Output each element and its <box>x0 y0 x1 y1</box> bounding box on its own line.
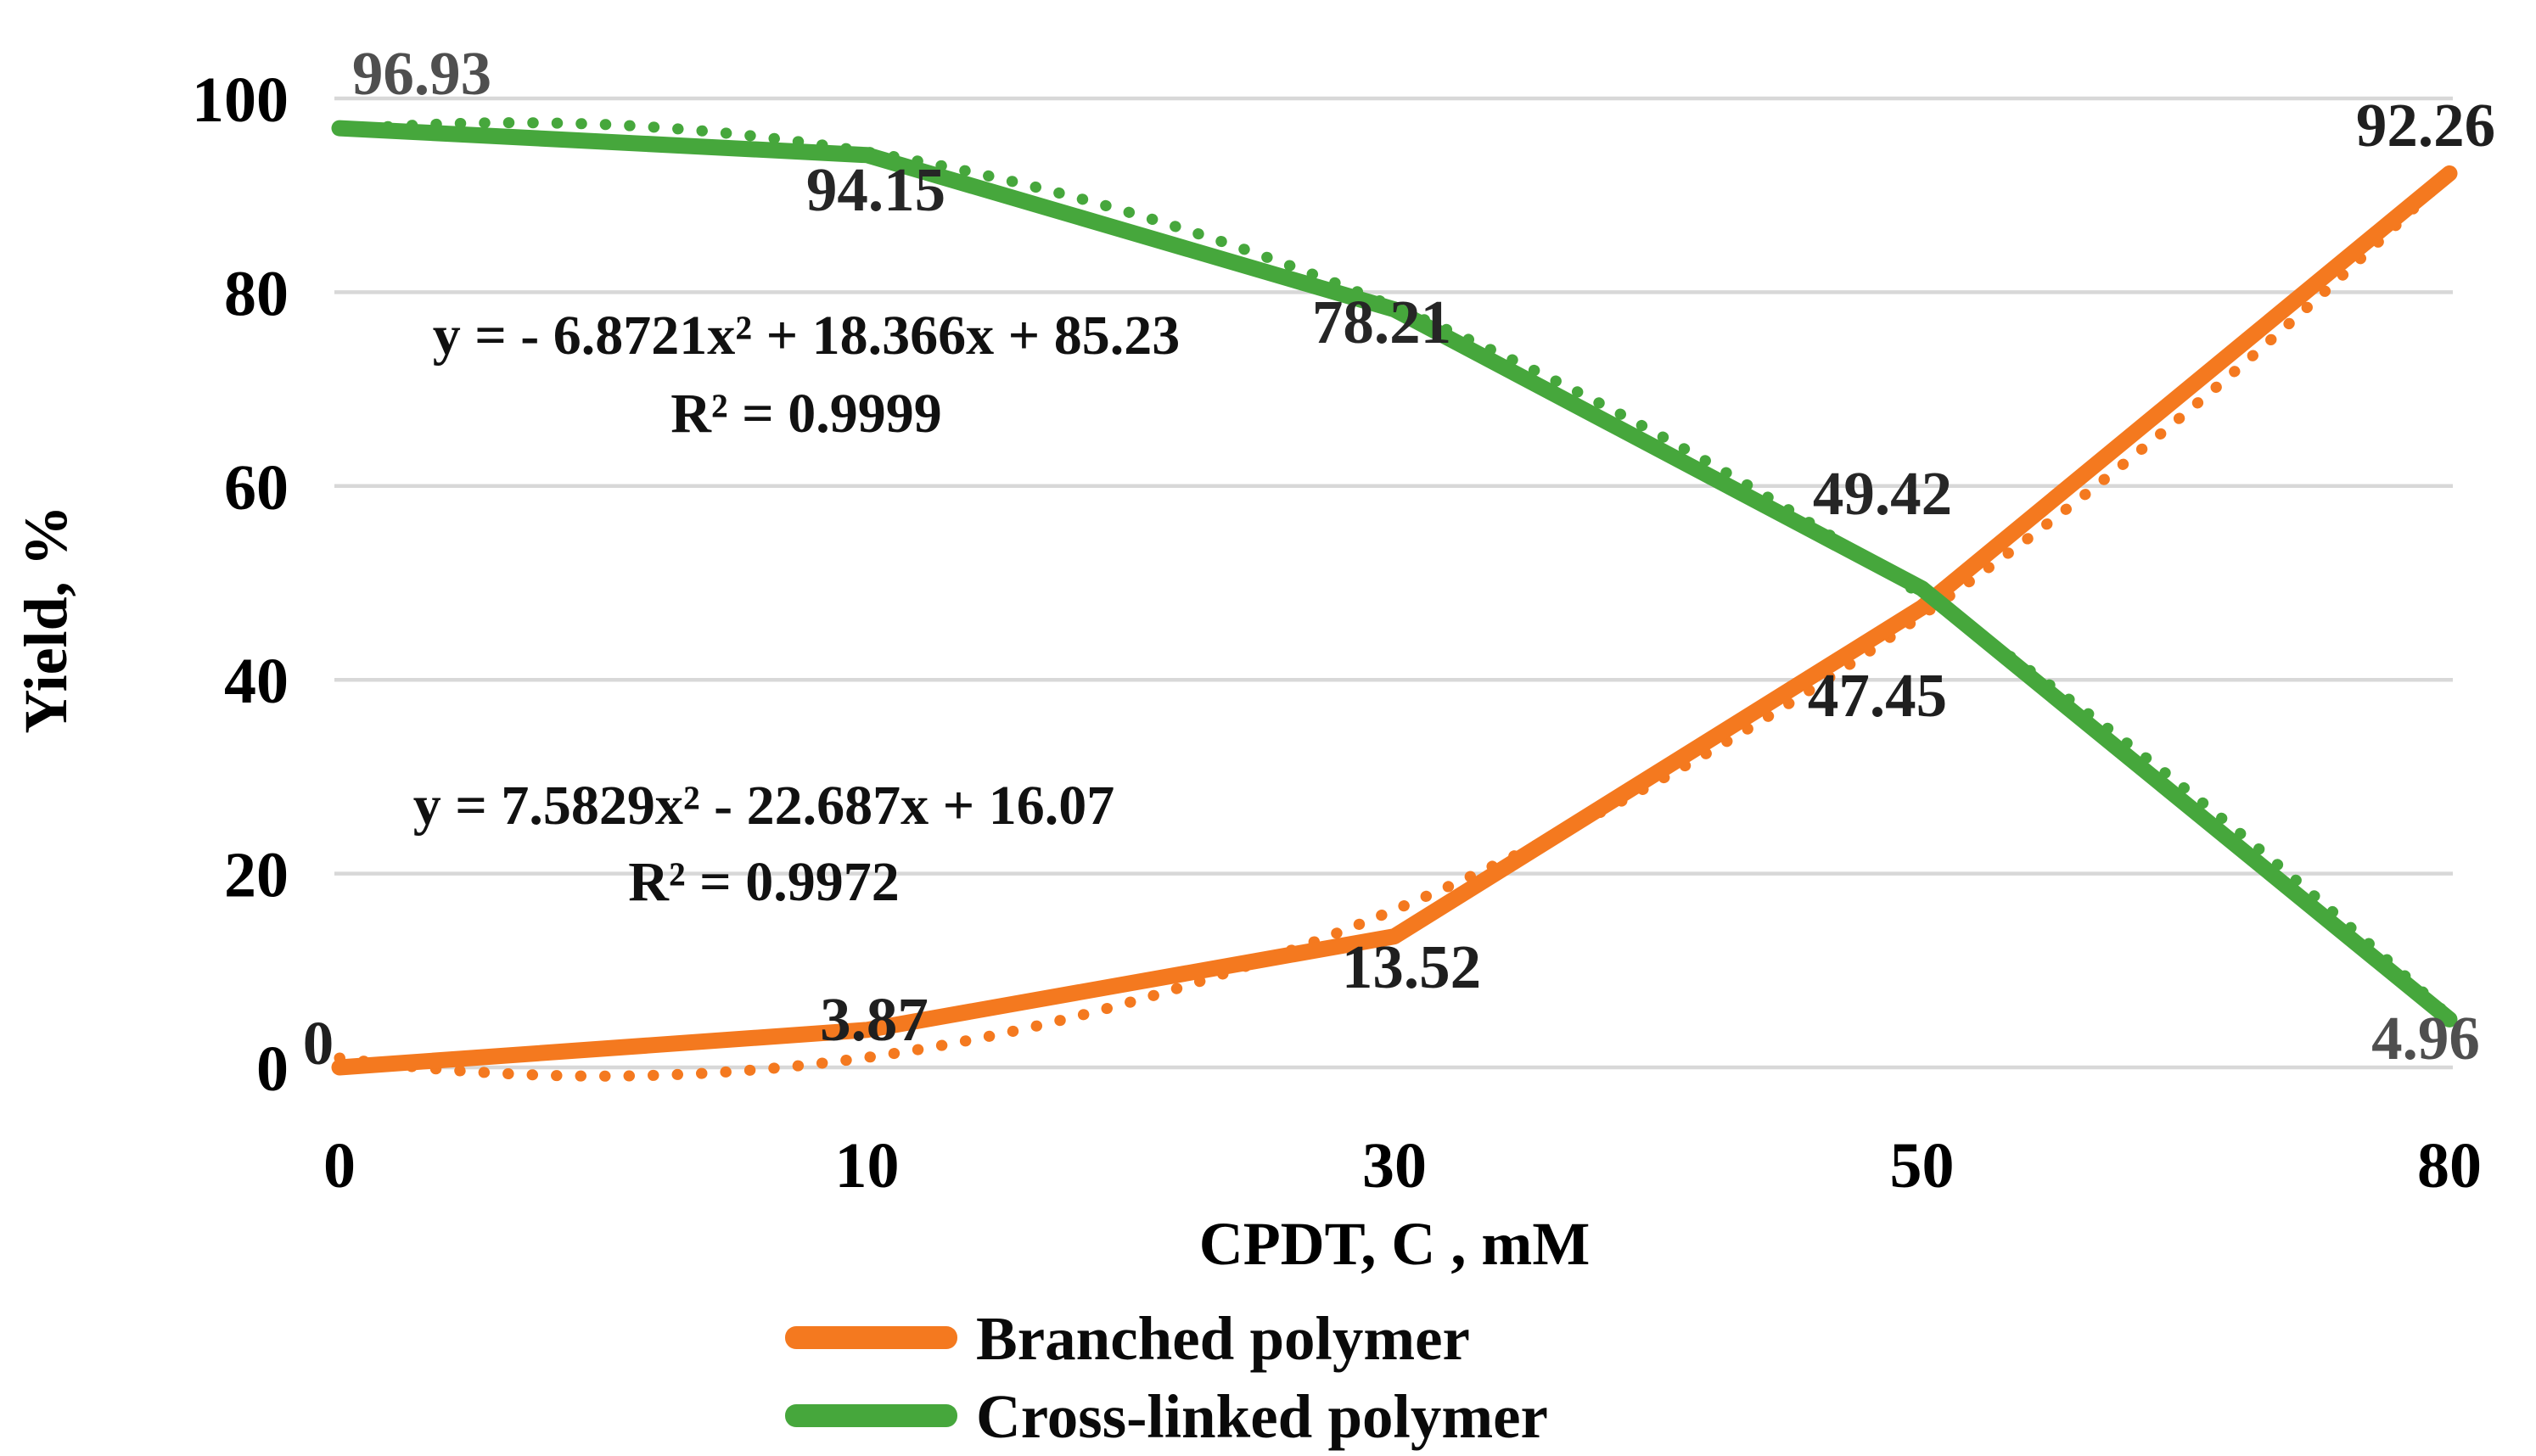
data-label-0: 0 <box>303 1009 334 1078</box>
x-tick-label-30: 30 <box>1362 1130 1427 1201</box>
x-tick-label-80: 80 <box>2417 1130 2482 1201</box>
x-axis-title: CPDT, C , mM <box>1199 1210 1591 1278</box>
data-label-92-26: 92.26 <box>2356 91 2495 160</box>
data-labels: 0 3.87 13.52 47.45 92.26 96.93 94.15 78.21 49.42… <box>303 39 2495 1078</box>
y-tick-label-80: 80 <box>224 258 289 329</box>
data-label-49-42: 49.42 <box>1813 459 1952 528</box>
data-label-96-93: 96.93 <box>352 39 491 108</box>
y-tick-label-20: 20 <box>224 840 289 911</box>
branched-trendline-r-squared: R² = 0.9972 <box>628 851 900 913</box>
legend-label-branched-polymer: Branched polymer <box>976 1304 1470 1373</box>
series-line-branched-polymer <box>331 165 2458 1076</box>
x-tick-label-50: 50 <box>1890 1130 1955 1201</box>
data-label-4-96: 4.96 <box>2371 1004 2480 1072</box>
data-label-78-21: 78.21 <box>1312 288 1451 356</box>
legend-item-crosslinked: Cross-linked polymer <box>785 1382 1548 1451</box>
crosslinked-trendline-equation: y = - 6.8721x² + 18.366x + 85.23 <box>433 305 1181 367</box>
crosslinked-trendline-r-squared: R² = 0.9999 <box>670 383 942 445</box>
series-line-cross-linked-polymer <box>331 120 2458 1028</box>
series-lines <box>331 120 2458 1076</box>
data-label-3-87: 3.87 <box>820 985 929 1054</box>
data-label-13-52: 13.52 <box>1342 932 1481 1001</box>
legend: Branched polymer Cross-linked polymer <box>785 1304 1548 1451</box>
legend-label-crosslinked-polymer: Cross-linked polymer <box>976 1382 1548 1451</box>
data-label-47-45: 47.45 <box>1808 661 1947 730</box>
x-tick-label-0: 0 <box>323 1130 356 1201</box>
legend-swatch-branched-polymer <box>785 1326 957 1349</box>
x-axis-tick-labels: 0 10 30 50 80 <box>323 1130 2482 1201</box>
y-axis-tick-labels: 0 20 40 60 80 100 <box>192 64 289 1105</box>
legend-swatch-crosslinked-polymer <box>785 1404 957 1427</box>
y-tick-label-0: 0 <box>256 1033 289 1105</box>
branched-trendline-equation: y = 7.5829x² - 22.687x + 16.07 <box>413 775 1114 837</box>
y-tick-label-40: 40 <box>224 646 289 717</box>
y-tick-label-100: 100 <box>192 64 289 136</box>
legend-item-branched: Branched polymer <box>785 1304 1470 1373</box>
y-tick-label-60: 60 <box>224 452 289 524</box>
gridlines <box>334 96 2453 1070</box>
x-tick-label-10: 10 <box>835 1130 900 1201</box>
y-axis-title: Yield, % <box>12 505 80 733</box>
data-label-94-15: 94.15 <box>806 155 945 224</box>
